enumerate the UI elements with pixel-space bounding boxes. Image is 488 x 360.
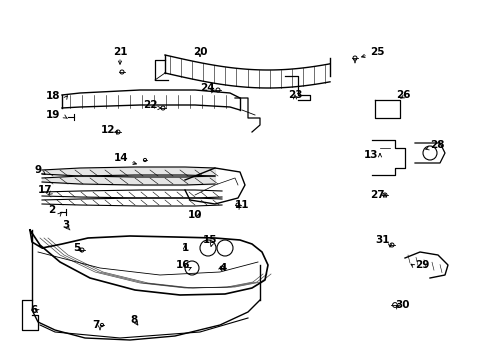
Text: 18: 18 — [45, 91, 60, 101]
Text: 4: 4 — [220, 263, 227, 273]
Text: 3: 3 — [62, 220, 70, 230]
Text: 28: 28 — [429, 140, 444, 150]
Text: 15: 15 — [203, 235, 217, 245]
Text: 31: 31 — [375, 235, 389, 245]
Text: 2: 2 — [48, 205, 55, 215]
Text: 5: 5 — [73, 243, 80, 253]
Text: 8: 8 — [130, 315, 137, 325]
Text: 29: 29 — [414, 260, 428, 270]
Text: 11: 11 — [235, 200, 249, 210]
Text: 26: 26 — [395, 90, 409, 100]
Text: 1: 1 — [181, 243, 188, 253]
Text: 27: 27 — [369, 190, 384, 200]
Text: 20: 20 — [192, 47, 207, 57]
Text: 24: 24 — [200, 83, 215, 93]
Text: 22: 22 — [143, 100, 158, 110]
Text: 23: 23 — [287, 90, 302, 100]
Text: 9: 9 — [35, 165, 42, 175]
Text: 21: 21 — [113, 47, 127, 57]
Text: 13: 13 — [363, 150, 377, 160]
Text: 10: 10 — [187, 210, 202, 220]
Text: 16: 16 — [175, 260, 190, 270]
Text: 25: 25 — [369, 47, 384, 57]
Text: 6: 6 — [31, 305, 38, 315]
Text: 12: 12 — [101, 125, 115, 135]
Text: 30: 30 — [394, 300, 408, 310]
Text: 17: 17 — [37, 185, 52, 195]
Text: 19: 19 — [45, 110, 60, 120]
Text: 7: 7 — [92, 320, 100, 330]
Text: 14: 14 — [113, 153, 128, 163]
